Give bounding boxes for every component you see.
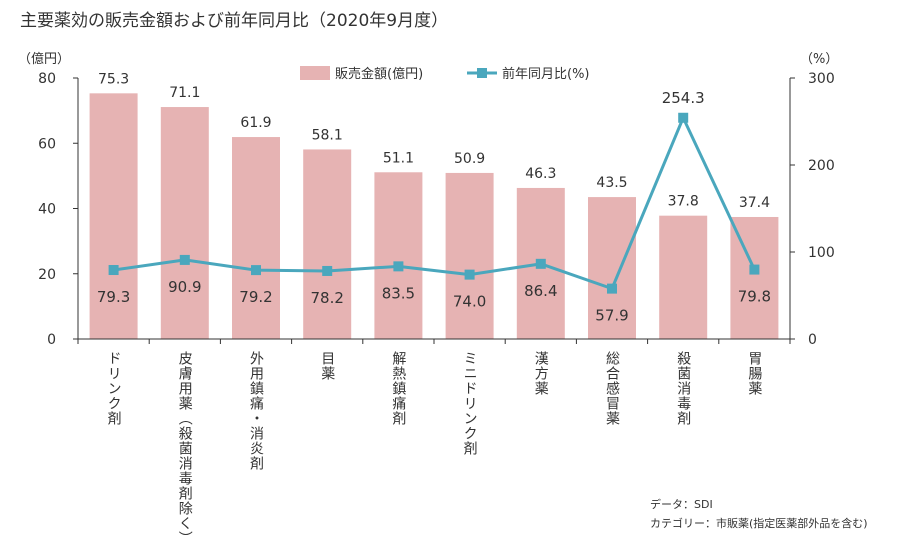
yoy-value-label-3: 78.2 [310,289,343,307]
yoy-value-label-1: 90.9 [168,278,201,296]
right-tick-label-3: 300 [808,71,835,87]
right-tick-label-1: 100 [808,245,835,261]
yoy-value-label-2: 79.2 [239,288,272,306]
category-label-6: 漢方薬 [533,351,549,396]
bar-5 [445,172,494,339]
source-note: データ：SDI [650,497,713,511]
bar-0 [89,93,138,340]
yoy-value-label-8: 254.3 [662,89,705,107]
category-label-9: 胃腸薬 [746,351,762,396]
legend-bar-swatch [300,66,330,80]
legend-line-marker [477,68,487,78]
legend-bar-label: 販売金額(億円) [335,66,423,82]
category-label-3: 目薬 [319,351,335,381]
legend: 販売金額(億円) 前年同月比(%) [300,66,590,82]
category-label-0: ドリンク剤 [106,351,122,426]
yoy-value-label-6: 86.4 [524,282,557,300]
bar-1 [160,107,209,339]
bar-2 [232,137,280,339]
yoy-marker-1 [179,254,190,265]
yoy-value-label-4: 83.5 [382,284,415,302]
category-label-4: 解熱鎮痛剤 [390,351,406,426]
category-label-8: 殺菌消毒剤 [675,351,691,426]
right-tick-label-0: 0 [808,332,817,348]
yoy-marker-4 [393,261,404,272]
left-tick-label-4: 80 [38,71,56,87]
bar-value-label-3: 58.1 [312,127,343,143]
right-axis-unit: （%） [800,52,838,67]
bar-value-label-2: 61.9 [240,115,271,131]
category-label-7: 総合感冒薬 [604,351,620,426]
left-tick-label-3: 60 [38,136,56,152]
left-tick-label-1: 20 [38,267,56,283]
bar-value-label-4: 51.1 [383,150,414,166]
bar-7 [588,197,636,339]
left-tick-label-2: 40 [38,202,56,218]
bar-value-label-9: 37.4 [739,195,770,211]
bar-value-label-6: 46.3 [525,166,556,182]
bar-8 [659,215,708,339]
bar-value-label-7: 43.5 [596,175,627,191]
left-tick-label-0: 0 [47,332,56,348]
category-label-2: 外用鎮痛・消炎剤 [248,351,264,471]
yoy-marker-6 [535,258,546,269]
yoy-marker-5 [464,269,475,280]
bar-value-label-8: 37.8 [668,194,699,210]
category-note: カテゴリー：市販薬(指定医薬部外品を含む) [650,516,868,530]
axes: 0 20 40 60 80 0 100 200 300 [38,71,835,348]
bars [89,93,779,340]
bar-value-label-0: 75.3 [98,71,129,87]
yoy-value-label-0: 79.3 [97,288,130,306]
category-labels: ドリンク剤 皮膚用薬（殺菌消毒剤除く） 外用鎮痛・消炎剤 目薬 解熱鎮痛剤 ミニドリンク剤… [106,351,763,539]
bar-value-label-1: 71.1 [169,85,200,101]
right-tick-label-2: 200 [808,158,835,174]
category-label-5: ミニドリンク剤 [462,351,478,456]
bar-3 [303,149,352,339]
left-axis-unit: （億円） [18,51,70,67]
data-labels: 75.3 71.1 61.9 58.1 51.1 50.9 46.3 43.5 37.8 37.4… [97,71,771,324]
yoy-value-label-7: 57.9 [595,307,628,325]
yoy-value-label-5: 74.0 [453,293,486,311]
yoy-marker-3 [322,265,333,276]
chart-title: 主要薬効の販売金額および前年同月比（2020年9月度） [20,11,448,31]
yoy-marker-0 [108,265,119,276]
bar-4 [374,172,423,339]
legend-line-label: 前年同月比(%) [502,66,590,82]
bar-value-label-5: 50.9 [454,151,485,167]
yoy-line [108,112,760,294]
yoy-marker-9 [749,264,760,275]
category-label-1: 皮膚用薬（殺菌消毒剤除く） [177,351,193,539]
yoy-marker-7 [607,283,617,294]
yoy-marker-2 [251,265,261,276]
yoy-line-path [113,116,756,291]
yoy-marker-8 [678,112,689,123]
yoy-value-label-9: 79.8 [738,288,771,306]
